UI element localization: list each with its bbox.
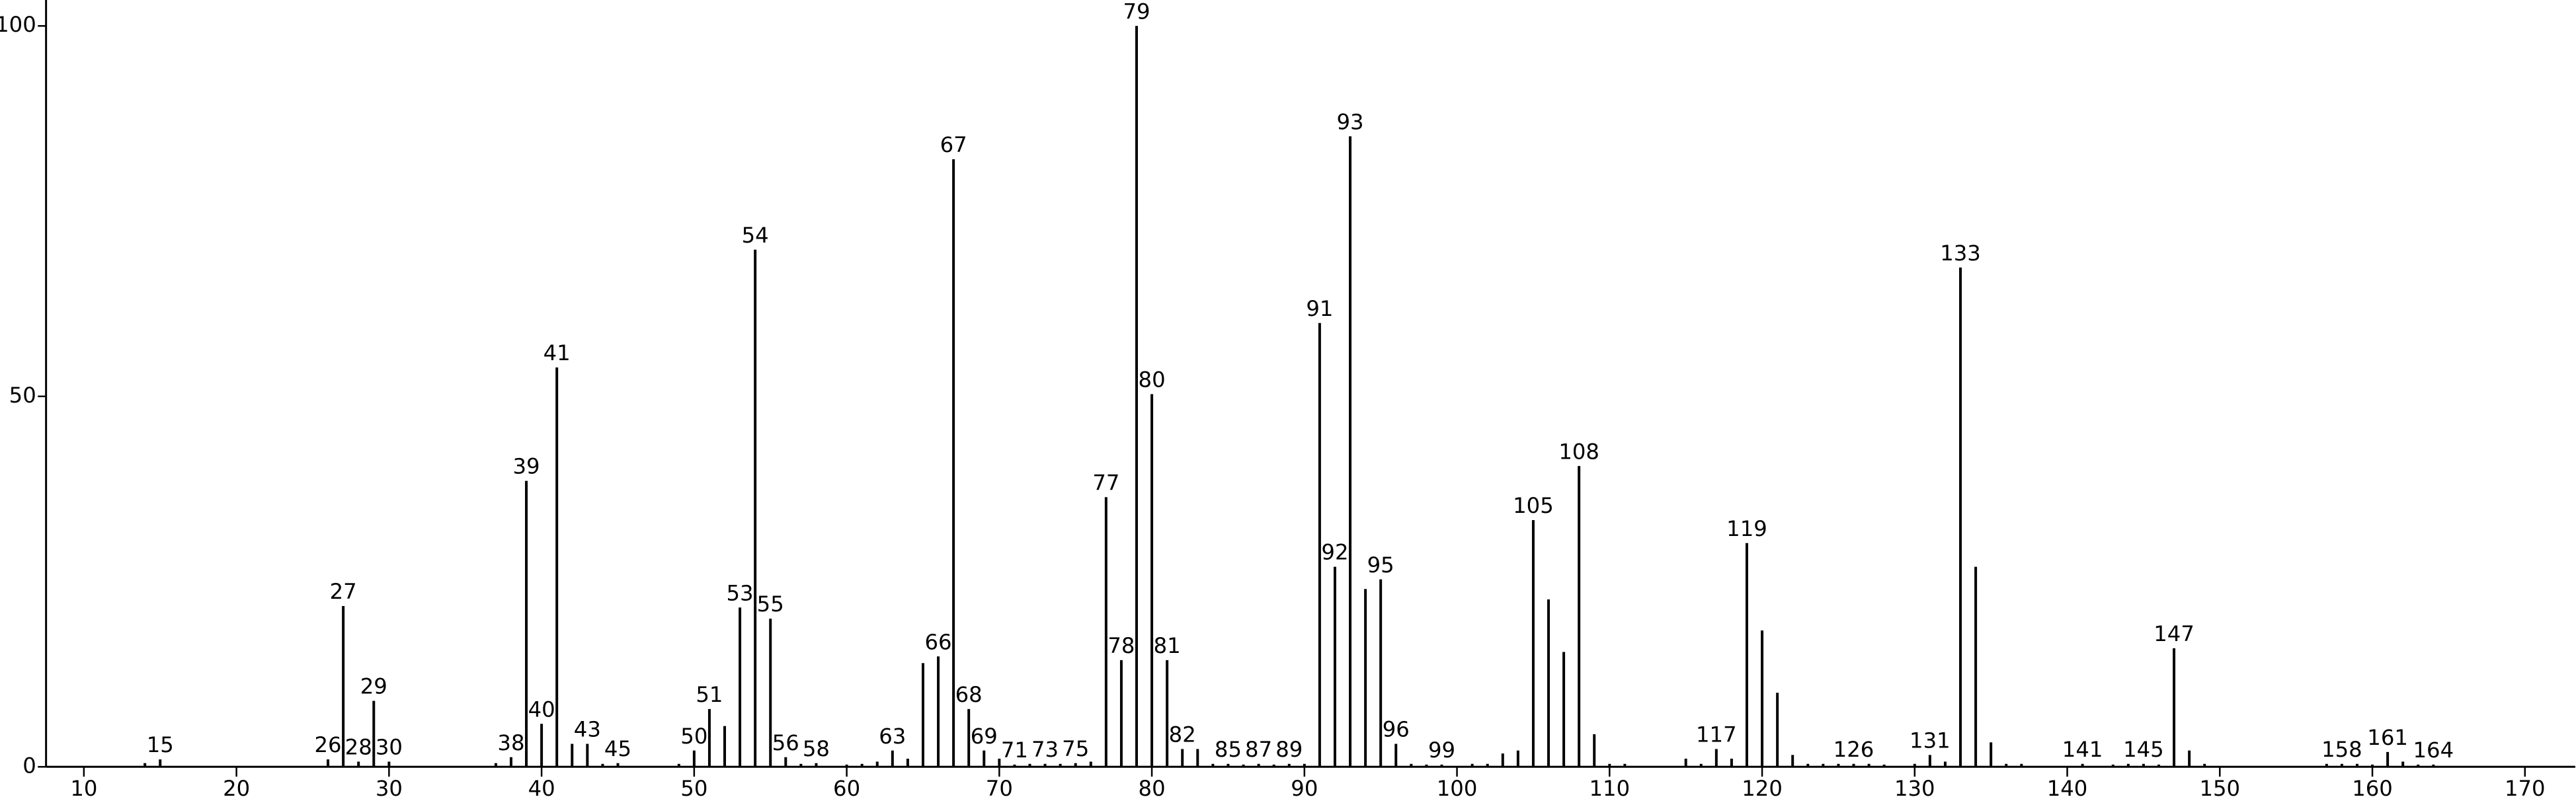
peak-label: 82 — [1169, 722, 1196, 747]
peak-label: 85 — [1215, 737, 1242, 762]
peak-label: 79 — [1123, 0, 1150, 24]
peak-label: 80 — [1139, 367, 1166, 393]
peak-label: 29 — [360, 674, 387, 699]
peak-label: 66 — [925, 629, 952, 654]
x-tick-label: 60 — [833, 776, 860, 799]
x-tick-label: 10 — [70, 776, 97, 799]
x-tick-label: 170 — [2505, 776, 2546, 799]
peak-label: 40 — [528, 697, 555, 722]
peak-label: 56 — [772, 730, 799, 755]
peak-label: 54 — [742, 223, 769, 248]
peak-label: 131 — [1910, 728, 1951, 753]
peak-label: 39 — [512, 454, 540, 479]
peak-label: 96 — [1383, 717, 1410, 742]
peak-label: 30 — [376, 735, 403, 760]
x-tick-label: 160 — [2352, 776, 2393, 799]
x-tick-label: 80 — [1139, 776, 1166, 799]
peak-label: 126 — [1833, 737, 1874, 762]
peak-label: 27 — [330, 579, 357, 604]
x-tick-label: 100 — [1437, 776, 1478, 799]
peak-label: 26 — [315, 732, 342, 757]
x-tick-label: 130 — [1894, 776, 1935, 799]
peak-label: 15 — [147, 732, 174, 757]
peak-label: 158 — [2321, 737, 2362, 762]
x-tick-label: 40 — [528, 776, 555, 799]
x-tick-label: 20 — [223, 776, 250, 799]
peak-label: 51 — [696, 682, 723, 707]
peak-label: 99 — [1428, 738, 1455, 763]
peak-label: 133 — [1940, 241, 1981, 266]
peak-label: 87 — [1245, 737, 1272, 762]
y-tick-label: 0 — [22, 753, 36, 778]
x-tick-label: 140 — [2047, 776, 2088, 799]
x-tick-label: 90 — [1291, 776, 1318, 799]
peak-label: 161 — [2367, 725, 2408, 750]
peak-label: 63 — [879, 724, 906, 749]
peak-label: 58 — [803, 736, 830, 761]
peak-label: 45 — [604, 736, 631, 761]
y-tick-label: 50 — [9, 383, 36, 408]
peak-label: 43 — [574, 717, 601, 742]
peak-label: 89 — [1275, 737, 1303, 762]
x-tick-label: 70 — [986, 776, 1013, 799]
peak-label: 41 — [543, 340, 571, 365]
peak-label: 95 — [1367, 552, 1394, 578]
peak-label: 92 — [1321, 540, 1348, 565]
x-tick-label: 30 — [376, 776, 403, 799]
peak-label: 145 — [2123, 737, 2164, 762]
peak-label: 55 — [757, 591, 784, 617]
peak-label: 71 — [1001, 738, 1028, 763]
peak-label: 78 — [1107, 633, 1135, 658]
peak-label: 141 — [2062, 737, 2103, 762]
peak-label: 67 — [940, 132, 967, 157]
peak-label: 69 — [971, 724, 998, 749]
peak-label: 68 — [955, 682, 983, 707]
x-tick-label: 110 — [1590, 776, 1630, 799]
peak-label: 119 — [1726, 516, 1767, 541]
peak-label: 117 — [1696, 722, 1737, 747]
peak-label: 93 — [1337, 109, 1364, 134]
peak-label: 73 — [1031, 737, 1059, 762]
x-tick-label: 50 — [680, 776, 707, 799]
peak-label: 53 — [727, 580, 754, 605]
peak-label: 108 — [1558, 439, 1599, 464]
peak-label: 164 — [2413, 738, 2454, 763]
peak-label: 50 — [680, 724, 707, 749]
x-tick-label: 150 — [2199, 776, 2240, 799]
peak-label: 28 — [345, 735, 372, 760]
x-tick-label: 120 — [1742, 776, 1783, 799]
peak-label: 81 — [1154, 633, 1181, 658]
peak-label: 105 — [1513, 493, 1554, 518]
peak-label: 77 — [1092, 470, 1119, 495]
peak-label: 38 — [497, 730, 524, 755]
peak-label: 75 — [1062, 736, 1089, 761]
peak-label: 147 — [2153, 621, 2194, 646]
peak-label: 91 — [1306, 296, 1333, 321]
y-tick-label: 100 — [0, 12, 36, 37]
